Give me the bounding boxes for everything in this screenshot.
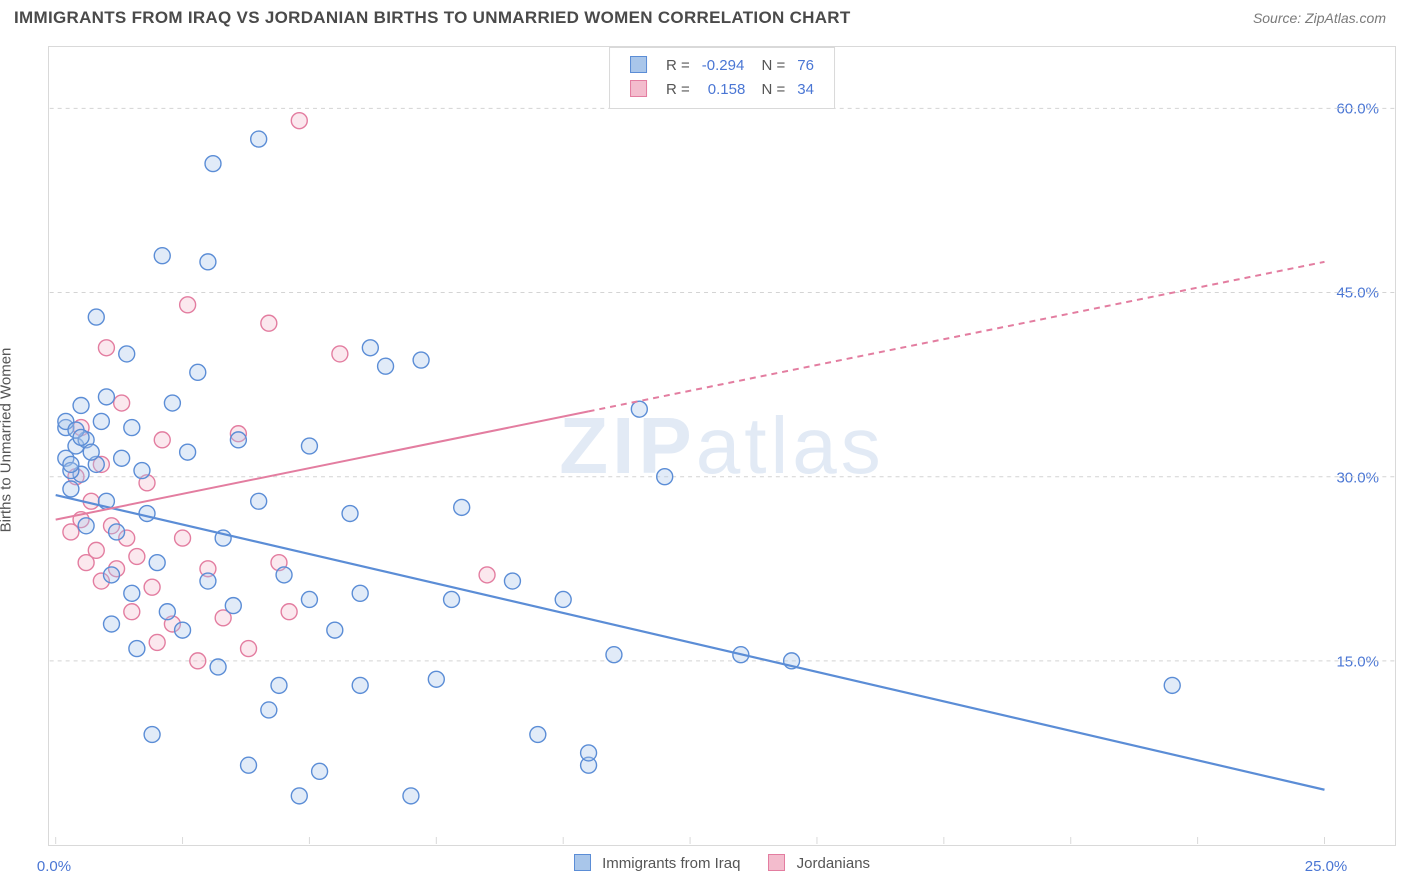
data-point-jordanian [332,346,348,362]
data-point-iraq [251,493,267,509]
data-point-iraq [119,346,135,362]
data-point-jordanian [281,604,297,620]
data-point-iraq [175,622,191,638]
data-point-iraq [352,677,368,693]
data-point-jordanian [149,634,165,650]
data-point-iraq [241,757,257,773]
data-point-jordanian [129,549,145,565]
data-point-jordanian [479,567,495,583]
x-axis-bar: Immigrants from Iraq Jordanians 0.0%25.0… [48,848,1396,888]
data-point-iraq [180,444,196,460]
data-point-iraq [251,131,267,147]
data-point-jordanian [190,653,206,669]
data-point-jordanian [98,340,114,356]
data-point-iraq [555,591,571,607]
data-point-iraq [63,481,79,497]
legend-row-jordanian: R =0.158 N =34 [624,78,820,102]
data-point-iraq [104,567,120,583]
data-point-iraq [93,413,109,429]
data-point-iraq [63,456,79,472]
legend-row-iraq: R =-0.294 N =76 [624,54,820,78]
data-point-iraq [530,727,546,743]
data-point-jordanian [291,113,307,129]
data-point-iraq [139,506,155,522]
chart-title: IMMIGRANTS FROM IRAQ VS JORDANIAN BIRTHS… [14,8,851,28]
data-point-jordanian [154,432,170,448]
source-label: Source: ZipAtlas.com [1253,10,1386,26]
data-point-iraq [428,671,444,687]
data-point-iraq [225,598,241,614]
swatch-iraq [630,56,647,73]
plot-area: ZIPatlas R =-0.294 N =76 R =0.158 N =34 … [48,46,1396,846]
x-tick-label: 0.0% [37,858,71,875]
trendline-jordanian-extrapolated [589,262,1325,412]
data-point-iraq [149,555,165,571]
data-point-iraq [124,585,140,601]
data-point-jordanian [241,641,257,657]
data-point-iraq [164,395,180,411]
y-axis-label: Births to Unmarried Women [0,348,15,533]
data-point-iraq [631,401,647,417]
data-point-iraq [504,573,520,589]
data-point-iraq [276,567,292,583]
data-point-iraq [1164,677,1180,693]
data-point-iraq [154,248,170,264]
data-point-iraq [342,506,358,522]
data-point-iraq [104,616,120,632]
data-point-jordanian [144,579,160,595]
data-point-jordanian [175,530,191,546]
data-point-jordanian [114,395,130,411]
data-point-iraq [301,591,317,607]
data-point-iraq [403,788,419,804]
data-point-iraq [98,389,114,405]
data-point-iraq [129,641,145,657]
swatch-bottom-iraq [574,854,591,871]
data-point-iraq [378,358,394,374]
data-point-iraq [83,444,99,460]
bottom-legend-item-iraq: Immigrants from Iraq [574,854,741,872]
data-point-jordanian [88,542,104,558]
data-point-iraq [190,364,206,380]
data-point-iraq [88,309,104,325]
bottom-legend: Immigrants from Iraq Jordanians [48,854,1396,872]
bottom-legend-item-jordanian: Jordanians [768,854,870,872]
data-point-jordanian [124,604,140,620]
data-point-iraq [109,524,125,540]
data-point-iraq [327,622,343,638]
correlation-legend: R =-0.294 N =76 R =0.158 N =34 [609,47,835,109]
data-point-iraq [413,352,429,368]
plot-svg [49,47,1395,845]
data-point-iraq [606,647,622,663]
data-point-iraq [78,518,94,534]
data-point-iraq [312,763,328,779]
data-point-iraq [134,463,150,479]
data-point-iraq [210,659,226,675]
data-point-iraq [581,745,597,761]
data-point-jordanian [261,315,277,331]
data-point-iraq [230,432,246,448]
data-point-iraq [362,340,378,356]
data-point-iraq [114,450,130,466]
x-tick-label: 25.0% [1305,858,1348,875]
data-point-iraq [352,585,368,601]
data-point-iraq [291,788,307,804]
data-point-iraq [271,677,287,693]
swatch-bottom-jordanian [768,854,785,871]
swatch-jordanian [630,80,647,97]
data-point-iraq [159,604,175,620]
data-point-jordanian [180,297,196,313]
data-point-iraq [205,156,221,172]
data-point-iraq [261,702,277,718]
data-point-iraq [144,727,160,743]
data-point-iraq [301,438,317,454]
data-point-iraq [657,469,673,485]
data-point-iraq [200,573,216,589]
data-point-iraq [200,254,216,270]
data-point-iraq [73,398,89,414]
data-point-iraq [444,591,460,607]
data-point-iraq [454,499,470,515]
data-point-iraq [73,429,89,445]
data-point-iraq [124,420,140,436]
